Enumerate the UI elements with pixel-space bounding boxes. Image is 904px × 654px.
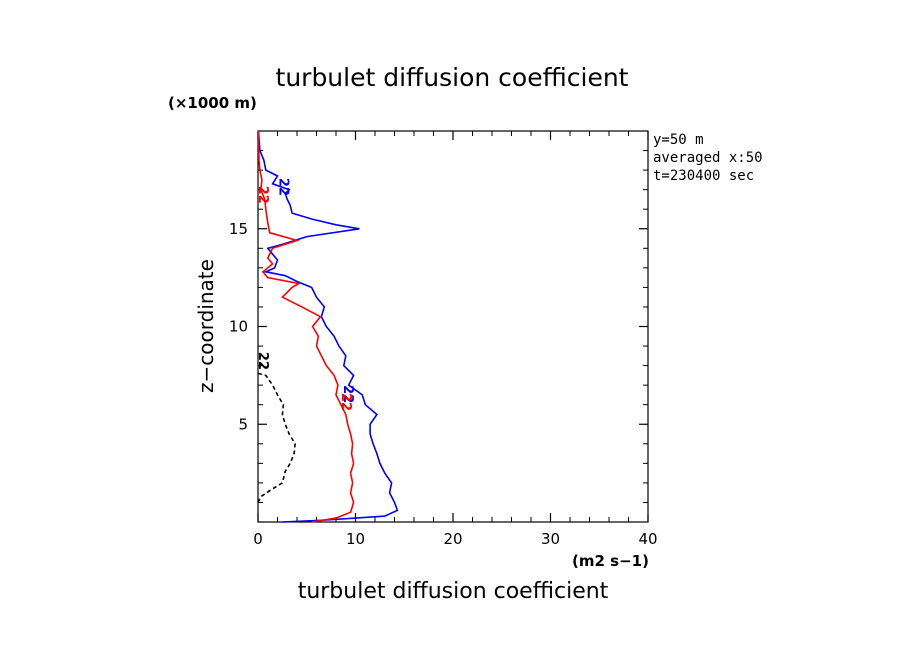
chart-title: turbulet diffusion coefficient xyxy=(276,63,629,92)
axes-group: 0 10 20 30 40 5 10 15 xyxy=(229,131,658,548)
x-axis-title: turbulet diffusion coefficient xyxy=(298,579,609,604)
series-label-black: 22 xyxy=(255,352,270,370)
x-tick-label: 20 xyxy=(443,530,462,548)
annotation-time: t=230400 sec xyxy=(653,168,754,184)
x-tick-label: 40 xyxy=(638,530,657,548)
y-tick-label: 5 xyxy=(238,415,248,433)
plot-frame xyxy=(257,130,649,523)
series-label-red: 22 xyxy=(338,393,353,411)
annotation-averaged: averaged x:50 xyxy=(653,150,763,166)
x-tick-label: 10 xyxy=(346,530,365,548)
annotation-panel: y=50 m averaged x:50 t=230400 sec xyxy=(653,132,763,184)
y-tick-label: 10 xyxy=(229,318,248,336)
series-label-blue: 22 xyxy=(275,178,290,196)
series-line-blue xyxy=(257,130,399,523)
x-tick-label: 0 xyxy=(253,530,263,548)
x-axis-unit: (m2 s−1) xyxy=(572,552,649,570)
series-line-black xyxy=(257,372,296,503)
series-label-blue: 22 xyxy=(340,385,355,403)
x-tick-label: 30 xyxy=(541,530,560,548)
y-axis-unit: (×1000 m) xyxy=(168,94,257,112)
annotation-y: y=50 m xyxy=(653,132,704,148)
y-axis-title: z−coordinate xyxy=(194,259,218,393)
y-tick-label: 15 xyxy=(229,220,248,238)
series-label-red: 22 xyxy=(255,186,270,204)
series-line-red xyxy=(257,130,355,523)
